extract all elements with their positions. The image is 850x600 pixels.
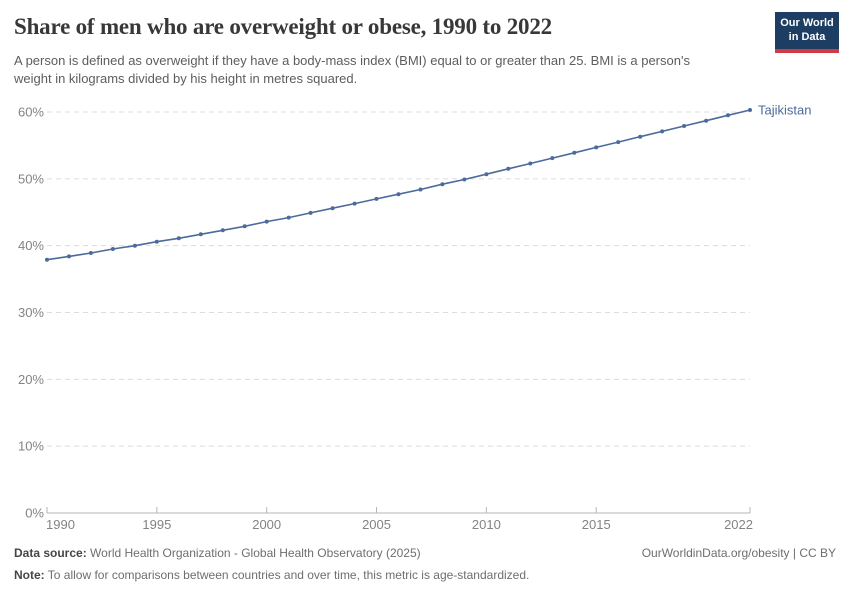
- data-point[interactable]: [374, 196, 379, 201]
- data-point[interactable]: [352, 201, 357, 206]
- footer-link[interactable]: OurWorldinData.org/obesity | CC BY: [641, 546, 836, 560]
- data-point[interactable]: [220, 228, 225, 233]
- data-point[interactable]: [198, 232, 203, 237]
- data-point[interactable]: [572, 150, 577, 155]
- data-source-label: Data source:: [14, 546, 87, 560]
- data-point[interactable]: [67, 254, 71, 259]
- data-point[interactable]: [110, 247, 115, 251]
- x-tick-label: 2010: [472, 517, 501, 532]
- note-label: Note:: [14, 568, 45, 582]
- data-point[interactable]: [704, 118, 709, 123]
- data-point[interactable]: [594, 145, 599, 150]
- data-point[interactable]: [176, 236, 181, 241]
- data-point[interactable]: [462, 177, 467, 182]
- y-tick-label: 0%: [25, 506, 44, 521]
- x-tick-label: 2022: [724, 517, 753, 532]
- trend-line[interactable]: [46, 109, 751, 261]
- data-point[interactable]: [682, 124, 687, 128]
- note-text: To allow for comparisons between countri…: [44, 568, 530, 582]
- x-tick-label: 1990: [46, 517, 75, 532]
- y-tick-label: 20%: [18, 372, 44, 387]
- data-point[interactable]: [396, 192, 401, 197]
- data-point[interactable]: [45, 257, 49, 262]
- data-point[interactable]: [330, 206, 335, 211]
- data-point[interactable]: [660, 129, 665, 134]
- data-point[interactable]: [506, 166, 511, 171]
- page-title: Share of men who are overweight or obese…: [14, 14, 552, 39]
- data-point[interactable]: [726, 113, 730, 118]
- data-point[interactable]: [616, 140, 621, 145]
- data-point[interactable]: [638, 134, 643, 139]
- data-point[interactable]: [132, 243, 137, 248]
- y-tick-label: 60%: [18, 105, 44, 120]
- line-chart-svg[interactable]: 0% 10% 20% 30% 40% 50% 60% 1990 1995 2000 2005 2010…: [0, 95, 850, 547]
- footer-note: Note: To allow for comparisons between c…: [14, 568, 529, 582]
- data-point[interactable]: [264, 219, 269, 224]
- owid-logo[interactable]: Our World in Data: [775, 12, 839, 53]
- data-point[interactable]: [308, 210, 313, 215]
- data-source-text: World Health Organization - Global Healt…: [86, 546, 421, 560]
- y-tick-label: 40%: [18, 238, 44, 253]
- chart-subtitle: A person is defined as overweight if the…: [14, 53, 690, 87]
- x-tick-label: 2005: [362, 517, 391, 532]
- data-point[interactable]: [748, 108, 752, 112]
- x-tick-label: 2000: [252, 517, 281, 532]
- line-chart[interactable]: 0% 10% 20% 30% 40% 50% 60% 1990 1995 2000 2005 2010…: [0, 95, 850, 547]
- owid-logo-line1: Our World: [780, 16, 834, 29]
- owid-logo-line2: in Data: [788, 30, 826, 43]
- y-tick-label: 30%: [18, 305, 44, 320]
- data-point[interactable]: [528, 161, 533, 166]
- x-tick-label: 1995: [142, 517, 171, 532]
- x-tick-label: 2015: [582, 517, 611, 532]
- data-point[interactable]: [550, 156, 555, 161]
- footer-data-source: Data source: World Health Organization -…: [14, 546, 421, 560]
- data-point[interactable]: [418, 187, 423, 192]
- series-end-label[interactable]: Tajikistan: [758, 103, 811, 118]
- data-point[interactable]: [440, 182, 445, 187]
- data-point[interactable]: [286, 215, 291, 220]
- data-point[interactable]: [242, 224, 247, 229]
- y-tick-label: 10%: [18, 439, 44, 454]
- y-tick-label: 50%: [18, 171, 44, 186]
- data-point[interactable]: [484, 172, 489, 177]
- data-point[interactable]: [88, 251, 93, 255]
- data-point[interactable]: [154, 239, 159, 244]
